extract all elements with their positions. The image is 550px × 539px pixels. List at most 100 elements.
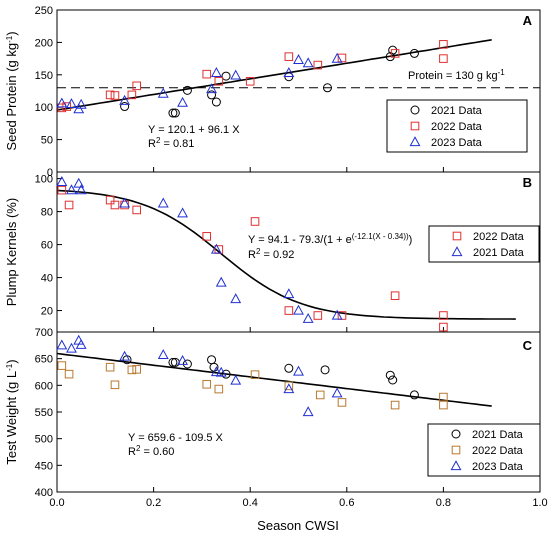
y-tick-label: 0 <box>47 167 53 179</box>
series-2022-data <box>57 361 448 410</box>
data-point <box>337 398 347 407</box>
label-text: = 0.81 <box>160 138 194 150</box>
data-point <box>57 361 67 370</box>
legend-box <box>386 99 528 153</box>
series-2021-data <box>120 45 419 118</box>
y-tick-label: 650 <box>35 354 53 366</box>
y-tick-label: 20 <box>41 306 53 318</box>
legend: 2021 Data 2022 Data 2023 Data <box>386 99 528 153</box>
x-tick-label: 1.0 <box>532 497 547 509</box>
r-squared: R2 = 0.92 <box>248 247 294 262</box>
y-tick-label: 600 <box>35 380 53 392</box>
x-tick-label: 0.2 <box>146 497 161 509</box>
data-point <box>331 309 343 320</box>
data-point <box>127 90 137 100</box>
y-tick-label: 250 <box>35 5 53 17</box>
data-point <box>202 379 212 389</box>
data-point <box>293 54 304 64</box>
data-point <box>439 54 448 63</box>
data-point <box>120 200 129 210</box>
y-axis-label: Plump Kernels (%) <box>4 198 19 306</box>
data-point <box>105 90 115 100</box>
legend-label: 2021 Data <box>473 247 525 259</box>
data-point <box>221 71 231 81</box>
data-point <box>177 96 189 107</box>
data-point <box>322 83 332 93</box>
data-point <box>284 306 294 315</box>
fit-equation: Y = 120.1 + 96.1 X <box>148 124 240 136</box>
data-point <box>132 205 141 215</box>
data-point <box>177 207 189 218</box>
data-point <box>207 90 217 100</box>
data-point <box>284 363 294 373</box>
data-point <box>439 311 448 320</box>
data-point <box>56 339 68 350</box>
label-text: Test Weight (g L <box>4 371 19 465</box>
legend-label: 2023 Data <box>431 137 483 149</box>
series-2021-data <box>56 176 343 323</box>
data-point <box>57 185 67 195</box>
data-point <box>315 390 325 400</box>
fit-curve <box>56 352 492 407</box>
label-text: R <box>248 249 256 261</box>
data-point <box>302 406 314 417</box>
panel-letter: B <box>523 175 532 190</box>
y-tick-label: 100 <box>35 102 53 114</box>
data-point <box>250 370 260 379</box>
data-point <box>230 293 242 304</box>
panel-letter: C <box>523 338 533 353</box>
legend: 2021 Data 2022 Data 2023 Data <box>427 423 541 477</box>
data-point <box>66 184 77 195</box>
data-point <box>210 67 222 77</box>
data-point <box>409 48 419 58</box>
legend-label: 2023 Data <box>472 461 524 473</box>
data-point <box>66 342 77 353</box>
series-2023-data <box>56 334 343 417</box>
data-point <box>168 357 178 367</box>
legend-marker <box>410 105 420 115</box>
data-point <box>331 52 343 63</box>
data-point <box>170 108 180 118</box>
superscript-text: (-12.1(X - 0.34)) <box>352 232 409 241</box>
y-tick-label: 60 <box>41 240 53 252</box>
data-point <box>105 195 115 205</box>
data-point <box>157 197 169 208</box>
data-point <box>385 370 395 380</box>
legend-marker <box>410 121 420 131</box>
data-point <box>390 400 400 410</box>
data-point <box>110 91 120 100</box>
data-point <box>64 369 74 379</box>
x-axis-label: Season CWSI <box>257 518 339 533</box>
label-text: = 0.60 <box>140 446 174 458</box>
data-point <box>210 243 222 254</box>
y-tick-label: 450 <box>35 460 53 472</box>
data-point <box>119 350 131 361</box>
data-point <box>439 400 448 410</box>
label-text: Seed Protein (g kg <box>4 43 19 151</box>
data-point <box>284 52 294 61</box>
data-point <box>302 57 314 68</box>
data-point <box>230 69 242 80</box>
x-tick-label: 0.0 <box>49 497 64 509</box>
data-point <box>214 384 224 394</box>
data-point <box>64 200 74 210</box>
data-point <box>157 349 169 360</box>
data-point <box>56 176 68 186</box>
data-point <box>439 40 448 49</box>
y-axis-label: Seed Protein (g kg-1) <box>4 31 19 150</box>
data-point <box>221 369 231 379</box>
data-point <box>110 200 120 210</box>
data-point <box>388 45 398 55</box>
data-point <box>313 311 323 320</box>
superscript-text: -1 <box>5 363 14 371</box>
legend-marker <box>409 136 421 147</box>
data-point <box>293 304 304 315</box>
data-point <box>313 60 323 70</box>
data-point <box>409 390 419 400</box>
y-tick-label: 400 <box>35 487 53 499</box>
data-point <box>168 108 178 118</box>
series-2023-data <box>56 52 343 114</box>
y-tick-label: 150 <box>35 70 53 82</box>
data-point <box>207 355 217 365</box>
